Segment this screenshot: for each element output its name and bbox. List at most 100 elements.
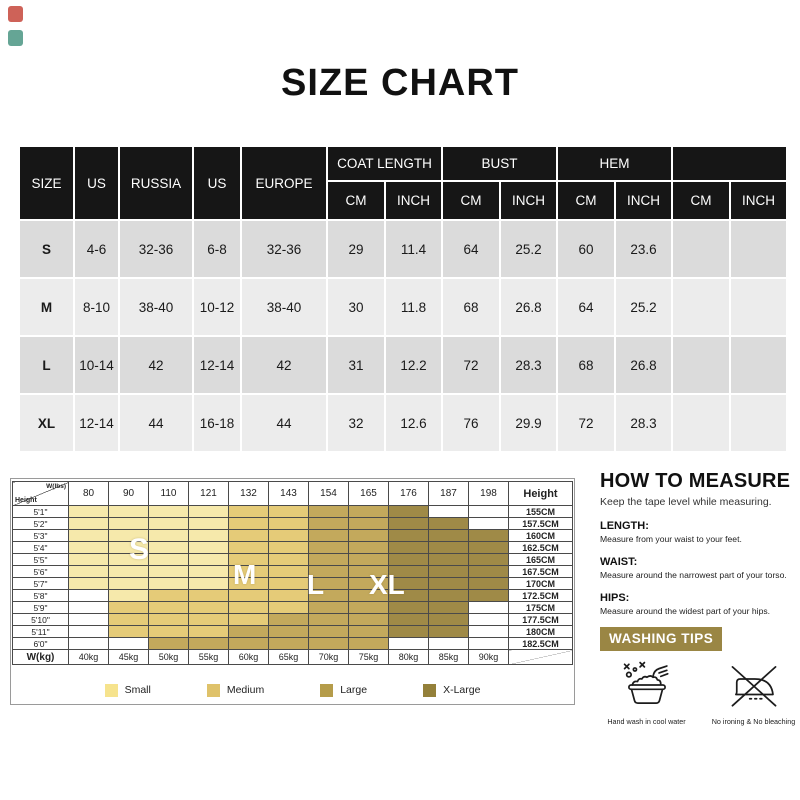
size-cell: 10-14 [75,337,118,393]
legend-item: Small [104,683,151,697]
height-cm-cell: 182.5CM [508,637,573,650]
zone-cell [188,529,229,542]
zone-cell [428,517,469,530]
hand-wash-icon [617,661,677,714]
height-cm-cell: 167.5CM [508,565,573,578]
weight-kg-label: W(kg) [12,649,69,665]
zone-cell [108,625,149,638]
washing-item-no-iron: No ironing & No bleaching [707,660,800,726]
zone-cell [68,505,109,518]
fit-row: 5'10" 177.5CM [12,613,573,626]
zone-cell [228,505,269,518]
measure-item-hips: HIPS: Measure around the widest part of … [600,592,800,616]
zone-letter: M [233,559,257,590]
washing-item-handwash: Hand wash in cool water [600,660,693,726]
height-cm-cell: 175CM [508,601,573,614]
zone-cell [428,625,469,638]
size-cell [731,395,786,451]
size-cell: 30 [328,279,384,335]
zone-cell [268,577,309,590]
size-cell: S [20,221,73,277]
measure-item-label: WAIST: [600,556,638,568]
zone-cell [468,565,509,578]
legend-item: Large [320,683,367,697]
size-table: SIZE US RUSSIA US EUROPE COAT LENGTH BUST HEM CM… [18,145,788,453]
height-cm-cell: 170CM [508,577,573,590]
weight-lbs-header: 80 [68,481,109,506]
size-cell [673,337,729,393]
zone-cell [388,613,429,626]
legend-item: Medium [206,683,264,697]
fit-row: 6'0" 182.5CM [12,637,573,650]
zone-cell [468,613,509,626]
weight-lbs-header: 110 [148,481,189,506]
zone-cell [108,637,149,650]
fit-row: 5'8" 172.5CM [12,589,573,602]
weight-kg-cell: 40kg [68,649,109,665]
size-cell: 76 [443,395,499,451]
zone-cell [308,517,349,530]
weight-kg-cell: 70kg [308,649,349,665]
size-cell: 68 [558,337,614,393]
size-cell: 44 [120,395,192,451]
zone-cell [228,541,269,554]
zone-cell [388,589,429,602]
how-to-measure-panel: HOW TO MEASURE Keep the tape level while… [600,470,800,726]
measure-item-waist: WAIST: Measure around the narrowest part… [600,556,800,580]
size-cell: 38-40 [120,279,192,335]
zone-cell [388,577,429,590]
measure-subtitle: Keep the tape level while measuring. [600,496,772,508]
zone-cell [348,601,389,614]
zone-cell [148,601,189,614]
zone-cell [388,625,429,638]
empty-corner [508,649,573,665]
size-cell [673,279,729,335]
zone-cell [188,577,229,590]
measure-item-label: HIPS: [600,592,630,604]
zone-cell [428,505,469,518]
weight-lbs-header: 90 [108,481,149,506]
zone-cell [188,565,229,578]
size-cell [673,221,729,277]
group-header: COAT LENGTH [328,147,441,180]
size-cell: 38-40 [242,279,326,335]
zone-cell [268,505,309,518]
fit-row: 5'11" 180CM [12,625,573,638]
zone-cell [188,637,229,650]
weight-lbs-header: 176 [388,481,429,506]
zone-cell [268,517,309,530]
zone-cell [428,589,469,602]
height-ft-cell: 5'11" [12,625,69,638]
size-cell: 60 [558,221,614,277]
zone-cell [308,529,349,542]
height-ft-cell: 5'6" [12,565,69,578]
size-cell: 12.2 [386,337,441,393]
group-header: HEM [558,147,671,180]
zone-cell [308,589,349,602]
height-col-header: Height [508,481,573,506]
fit-header-row: W(lbs) Height 80 90 110 121 132 143 154 165 176 187… [12,481,573,506]
zone-cell [468,541,509,554]
zone-cell [188,601,229,614]
zone-cell [228,625,269,638]
measure-item-label: LENGTH: [600,520,649,532]
measure-item-text: Measure around the narrowest part of you… [600,570,787,580]
size-cell: 12-14 [194,337,240,393]
zone-cell [388,637,429,650]
zone-cell [68,565,109,578]
zone-cell [148,517,189,530]
zone-cell [108,517,149,530]
legend-swatch [423,683,437,697]
zone-cell [268,625,309,638]
zone-cell [228,637,269,650]
size-cell: 29.9 [501,395,556,451]
size-cell: 11.4 [386,221,441,277]
size-row: XL 12-14 44 16-18 44 32 12.6 76 29.9 72 28.3 [20,395,786,451]
column-header: US [75,147,118,219]
zone-cell [68,613,109,626]
zone-cell [388,553,429,566]
zone-cell [228,613,269,626]
zone-cell [308,613,349,626]
fit-row: 5'2" 157.5CM [12,517,573,530]
